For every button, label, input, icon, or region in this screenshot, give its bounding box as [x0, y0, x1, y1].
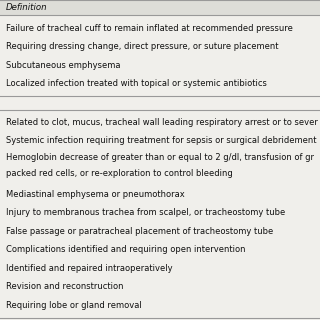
Text: Identified and repaired intraoperatively: Identified and repaired intraoperatively	[6, 264, 172, 273]
Text: packed red cells, or re-exploration to control bleeding: packed red cells, or re-exploration to c…	[6, 170, 233, 179]
Text: Requiring lobe or gland removal: Requiring lobe or gland removal	[6, 301, 142, 310]
Text: Revision and reconstruction: Revision and reconstruction	[6, 283, 124, 292]
Text: Localized infection treated with topical or systemic antibiotics: Localized infection treated with topical…	[6, 79, 267, 88]
Text: Injury to membranous trachea from scalpel, or tracheostomy tube: Injury to membranous trachea from scalpe…	[6, 208, 285, 218]
Text: Requiring dressing change, direct pressure, or suture placement: Requiring dressing change, direct pressu…	[6, 42, 278, 51]
Text: Hemoglobin decrease of greater than or equal to 2 g/dl, transfusion of gr: Hemoglobin decrease of greater than or e…	[6, 153, 314, 162]
Text: Definition: Definition	[6, 3, 48, 12]
Text: Systemic infection requiring treatment for sepsis or surgical debridement: Systemic infection requiring treatment f…	[6, 136, 316, 145]
Text: Mediastinal emphysema or pneumothorax: Mediastinal emphysema or pneumothorax	[6, 190, 185, 199]
Text: Related to clot, mucus, tracheal wall leading respiratory arrest or to sever: Related to clot, mucus, tracheal wall le…	[6, 118, 318, 127]
Text: False passage or paratracheal placement of tracheostomy tube: False passage or paratracheal placement …	[6, 227, 273, 236]
Text: Failure of tracheal cuff to remain inflated at recommended pressure: Failure of tracheal cuff to remain infla…	[6, 24, 293, 33]
Bar	[0, 0, 320, 15]
Text: Complications identified and requiring open intervention: Complications identified and requiring o…	[6, 245, 245, 254]
Text: Subcutaneous emphysema: Subcutaneous emphysema	[6, 61, 121, 70]
